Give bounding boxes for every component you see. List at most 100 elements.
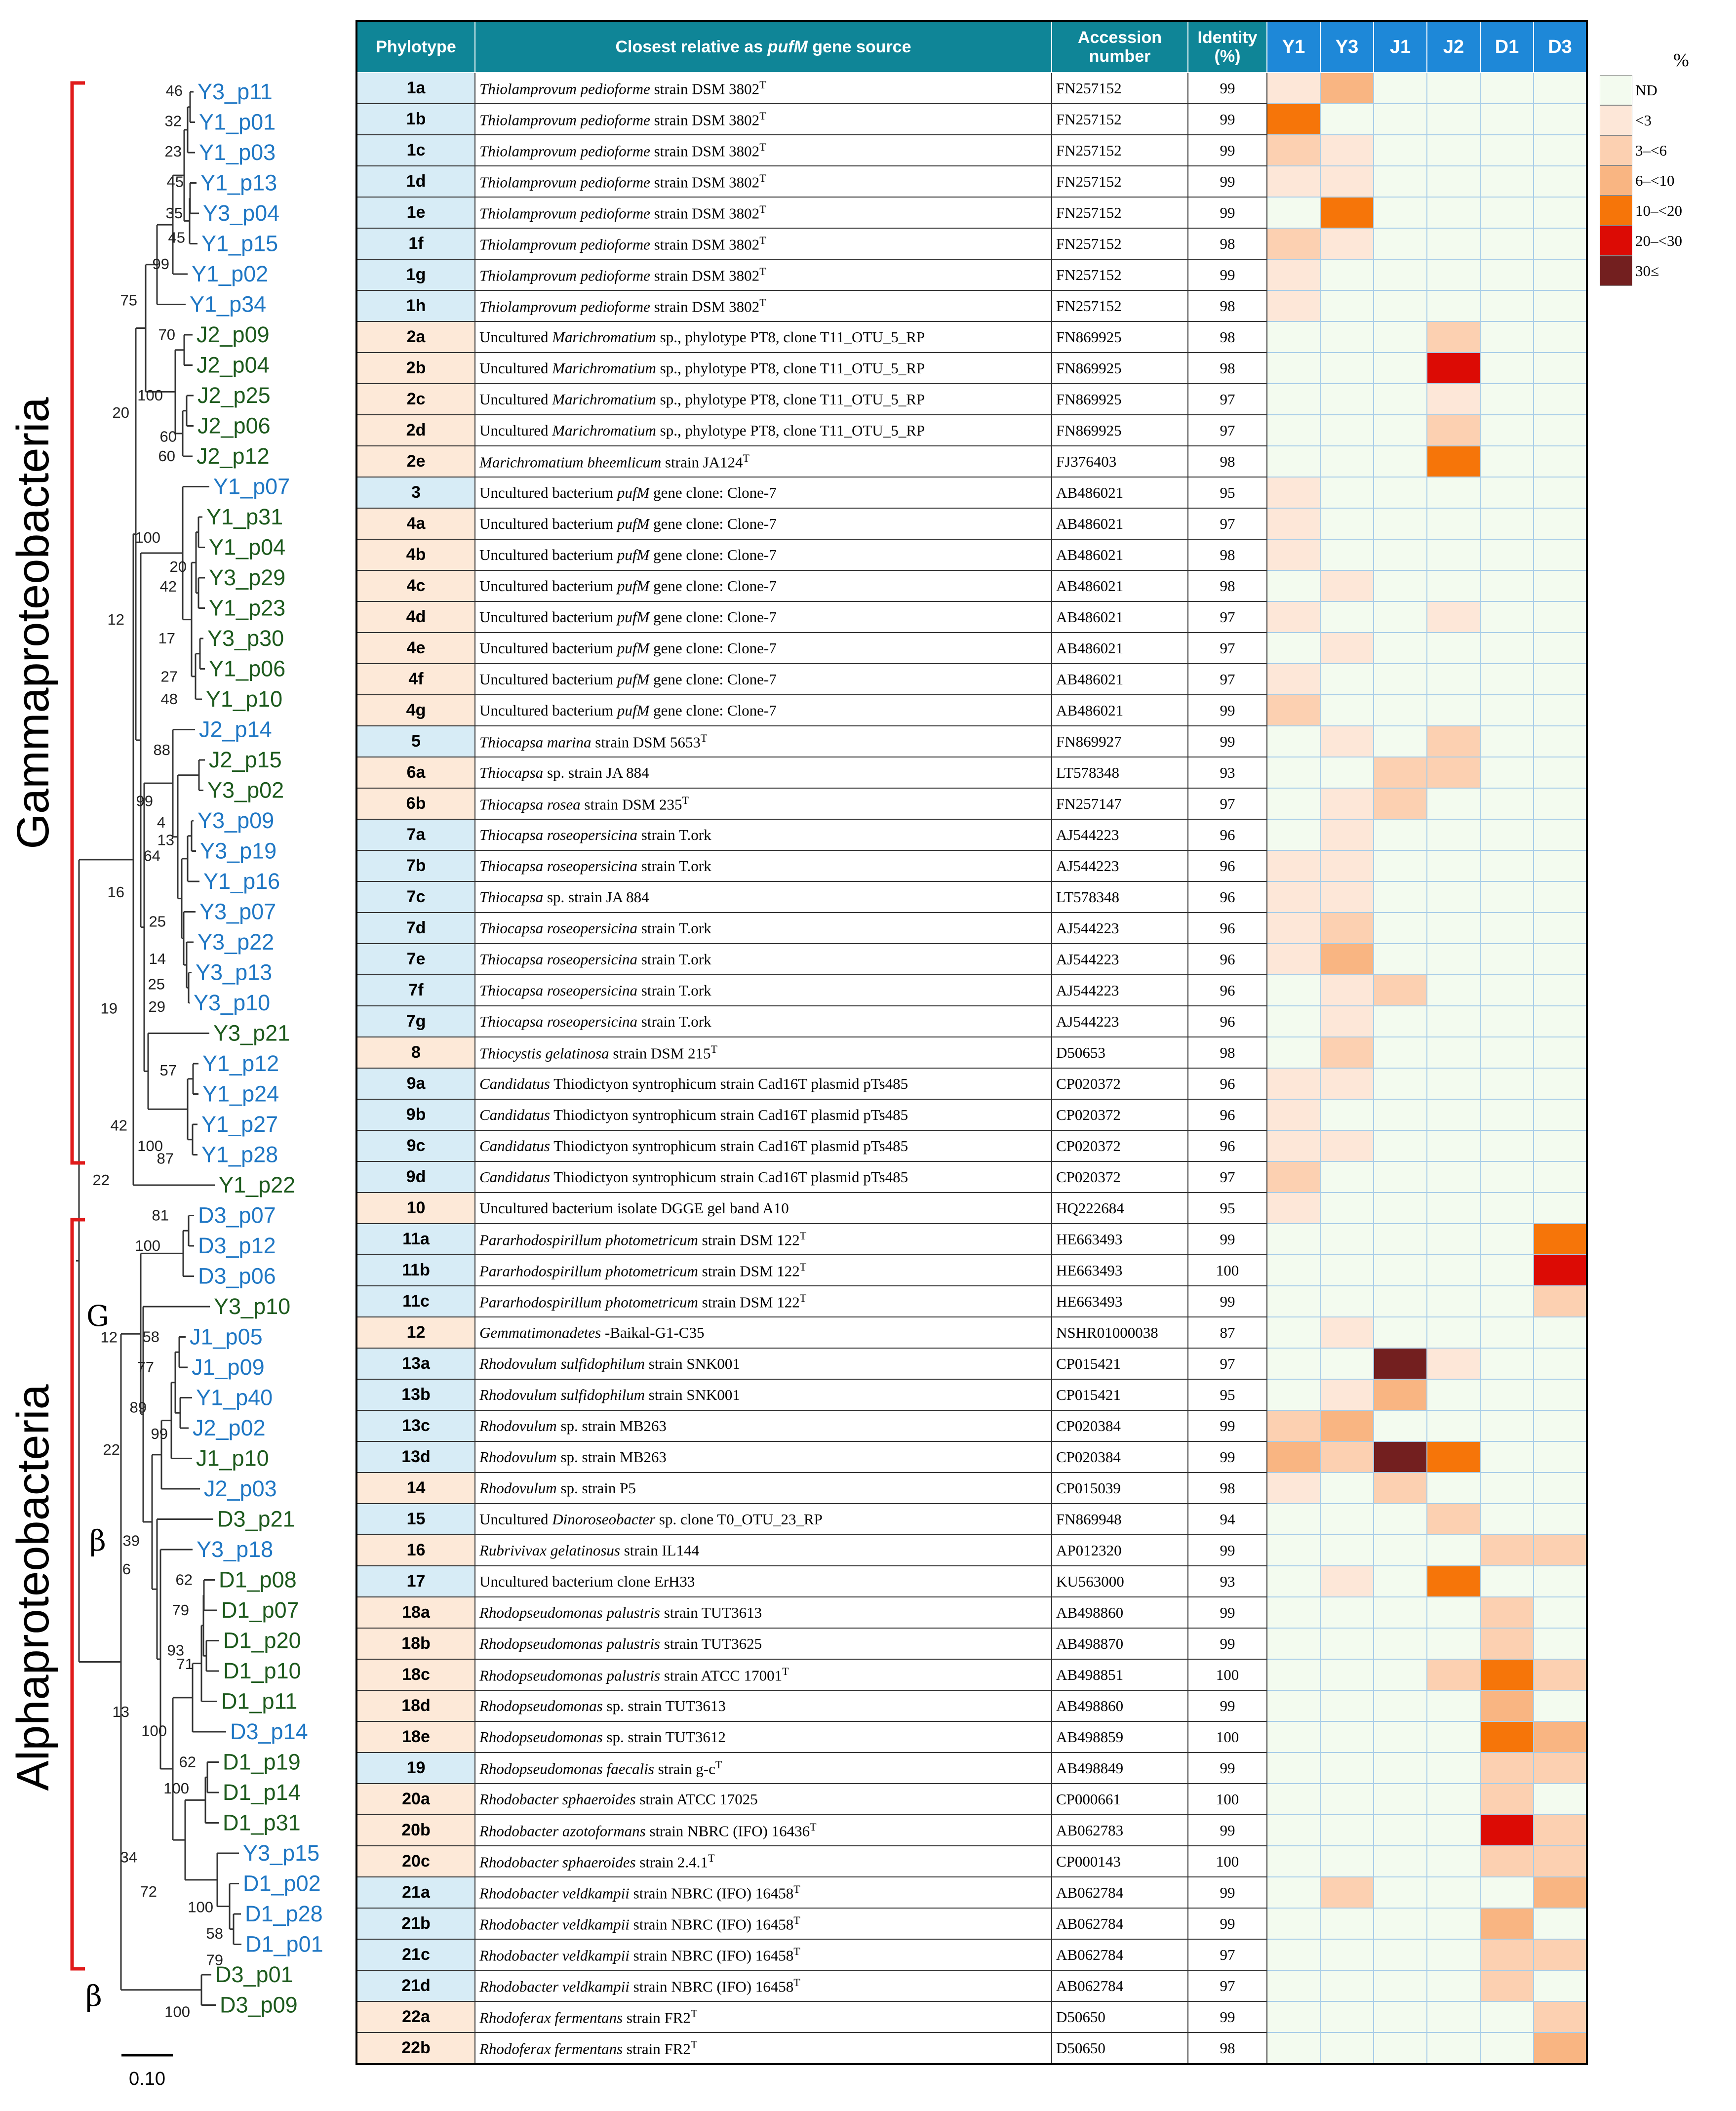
- heatmap-cell: [1426, 1783, 1481, 1815]
- identity-cell: 96: [1187, 912, 1267, 944]
- table-row: 6a Thiocapsa sp. strain JA 884 LT578348 93: [356, 757, 1587, 789]
- heatmap-cell: [1533, 445, 1587, 478]
- accession-cell: AB486021: [1051, 694, 1188, 726]
- phylotype-cell: 4d: [356, 601, 475, 633]
- closest-relative-cell: Thiocapsa roseopersicina strain T.ork: [474, 943, 1052, 975]
- heatmap-cell: [1533, 321, 1587, 353]
- legend-item: 10–<20: [1600, 196, 1728, 226]
- phylotype-cell: 20a: [356, 1783, 475, 1815]
- heatmap-cell: [1320, 912, 1374, 944]
- heatmap-cell: [1320, 1192, 1374, 1224]
- heatmap-cell: [1320, 228, 1374, 260]
- accession-cell: HE663493: [1051, 1254, 1188, 1286]
- phylotype-table: Phylotype Closest relative as pufM gene …: [355, 20, 1588, 2065]
- heatmap-cell: [1426, 1628, 1481, 1660]
- closest-relative-cell: Uncultured bacterium pufM gene clone: Cl…: [474, 570, 1052, 602]
- closest-relative-cell: Thiolamprovum pedioforme strain DSM 3802…: [474, 103, 1052, 135]
- heatmap-cell: [1320, 1099, 1374, 1131]
- table-row: 21a Rhodobacter veldkampii strain NBRC (I…: [356, 1876, 1587, 1909]
- heatmap-cell: [1373, 445, 1427, 478]
- legend-swatch: [1600, 196, 1632, 226]
- heatmap-cell: [1266, 1161, 1321, 1193]
- heatmap-cell: [1533, 1192, 1587, 1224]
- tree-leaf-label: Y1_p23: [209, 596, 285, 621]
- header-closest-relative: Closest relative as pufM gene source: [474, 20, 1052, 73]
- identity-cell: 99: [1187, 1410, 1267, 1442]
- heatmap-cell: [1373, 1721, 1427, 1753]
- heatmap-cell: [1480, 321, 1534, 353]
- heatmap-cell: [1373, 570, 1427, 602]
- accession-cell: AB498860: [1051, 1596, 1188, 1629]
- heatmap-cell: [1533, 2001, 1587, 2033]
- table-row: 22b Rhodoferax fermentans strain FR2T D506…: [356, 2032, 1587, 2065]
- bootstrap-value: 100: [135, 529, 160, 546]
- accession-cell: FJ376403: [1051, 445, 1188, 478]
- identity-cell: 99: [1187, 72, 1267, 104]
- heatmap-cell: [1426, 1410, 1481, 1442]
- bootstrap-value: 35: [166, 204, 183, 222]
- closest-relative-cell: Rhodobacter veldkampii strain NBRC (IFO)…: [474, 1908, 1052, 1940]
- tree-leaf-label: D1_p31: [223, 1810, 301, 1835]
- heatmap-cell: [1373, 757, 1427, 789]
- heatmap-cell: [1373, 1659, 1427, 1691]
- identity-cell: 95: [1187, 1379, 1267, 1411]
- heatmap-cell: [1320, 539, 1374, 571]
- phylotype-cell: 16: [356, 1534, 475, 1566]
- table-row: 20a Rhodobacter sphaeroides strain ATCC 1…: [356, 1783, 1587, 1815]
- tree-leaf-label: D3_p14: [230, 1719, 308, 1744]
- heatmap-cell: [1426, 1130, 1481, 1162]
- heatmap-cell: [1373, 632, 1427, 664]
- tree-leaf-label: J2_p04: [197, 353, 270, 378]
- header-sample-j1: J1: [1373, 20, 1427, 73]
- table-row: 21c Rhodobacter veldkampii strain NBRC (I…: [356, 1939, 1587, 1971]
- identity-cell: 94: [1187, 1503, 1267, 1535]
- heatmap-cell: [1480, 134, 1534, 166]
- closest-relative-cell: Thiolamprovum pedioforme strain DSM 3802…: [474, 259, 1052, 291]
- bootstrap-value: 22: [103, 1441, 120, 1458]
- identity-cell: 97: [1187, 663, 1267, 695]
- bootstrap-value: 93: [167, 1642, 184, 1659]
- bootstrap-value: 100: [135, 1237, 160, 1254]
- phylotype-cell: 7g: [356, 1005, 475, 1037]
- bootstrap-value: 100: [137, 1137, 163, 1155]
- heatmap-cell: [1426, 819, 1481, 851]
- heatmap-cell: [1266, 1939, 1321, 1971]
- heatmap-cell: [1533, 2032, 1587, 2065]
- heatmap-cell: [1320, 1939, 1374, 1971]
- tree-leaf-label: Y1_p01: [199, 110, 276, 135]
- table-body: 1a Thiolamprovum pedioforme strain DSM 38…: [356, 72, 1587, 2065]
- bootstrap-value: 46: [166, 82, 183, 99]
- heatmap-cell: [1426, 1876, 1481, 1909]
- identity-cell: 99: [1187, 1534, 1267, 1566]
- table-row: 4f Uncultured bacterium pufM gene clone: …: [356, 663, 1587, 695]
- heatmap-cell: [1426, 1254, 1481, 1286]
- bootstrap-value: 42: [160, 578, 177, 595]
- legend-swatch: [1600, 75, 1632, 105]
- tree-leaf-label: Y3_p15: [243, 1840, 319, 1866]
- heatmap-cell: [1533, 974, 1587, 1006]
- bootstrap-value: 16: [108, 883, 124, 901]
- legend-item: 30≤: [1600, 256, 1728, 286]
- heatmap-cell: [1426, 912, 1481, 944]
- phylotype-cell: 21d: [356, 1970, 475, 2002]
- header-sample-y3: Y3: [1320, 20, 1374, 73]
- legend-label: 20–<30: [1635, 232, 1682, 249]
- heatmap-cell: [1480, 912, 1534, 944]
- accession-cell: FN257152: [1051, 197, 1188, 229]
- table-row: 4g Uncultured bacterium pufM gene clone: …: [356, 694, 1587, 726]
- heatmap-cell: [1320, 383, 1374, 415]
- heatmap-cell: [1266, 601, 1321, 633]
- heatmap-cell: [1373, 383, 1427, 415]
- tree-leaf-label: Y1_p03: [199, 140, 276, 165]
- table-row: 4a Uncultured bacterium pufM gene clone: …: [356, 508, 1587, 540]
- heatmap-cell: [1426, 1721, 1481, 1753]
- heatmap-cell: [1320, 1970, 1374, 2002]
- closest-relative-cell: Uncultured bacterium pufM gene clone: Cl…: [474, 632, 1052, 664]
- accession-cell: D50653: [1051, 1036, 1188, 1069]
- heatmap-cell: [1426, 1316, 1481, 1349]
- bootstrap-value: 57: [160, 1062, 177, 1079]
- tree-leaf-label: Y3_p02: [207, 778, 284, 803]
- table-row: 1d Thiolamprovum pedioforme strain DSM 38…: [356, 165, 1587, 198]
- phylotype-cell: 18c: [356, 1659, 475, 1691]
- heatmap-cell: [1320, 1659, 1374, 1691]
